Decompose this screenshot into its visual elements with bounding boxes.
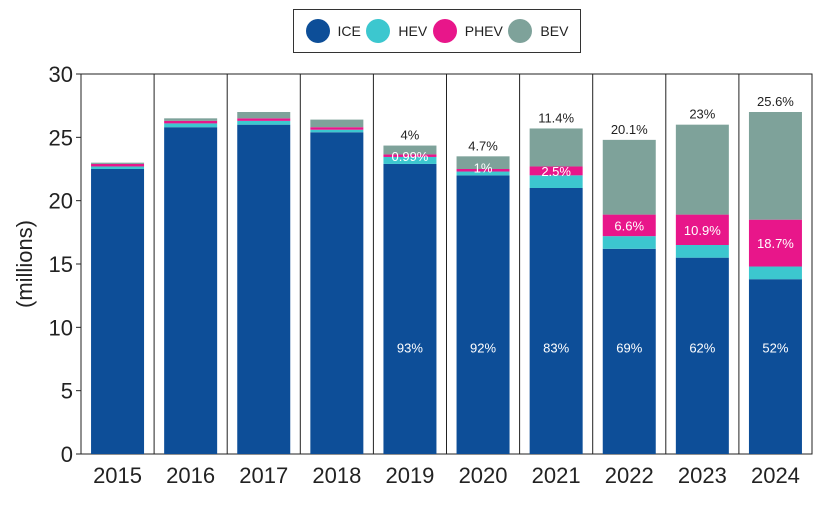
x-tick-label: 2020 — [459, 463, 508, 488]
bar-phev-2019 — [383, 154, 437, 157]
y-tick-label: 25 — [49, 125, 73, 150]
x-tick-label: 2019 — [385, 463, 434, 488]
data-label-ice: 93% — [397, 341, 423, 356]
legend-item-phev: PHEV — [432, 19, 503, 43]
plot-area: 0 5 10 15 20 25 30 (millions) 2015 2016 2017 2018 20… — [12, 62, 813, 488]
bar-ice-2018 — [310, 132, 364, 454]
bar-phev-2021 — [529, 166, 583, 176]
data-label-ice: 83% — [543, 341, 569, 356]
bar-ice-2023 — [675, 257, 729, 454]
y-tick-label: 5 — [61, 379, 73, 404]
bar-hev-2017 — [237, 120, 291, 125]
bar-bev-2021 — [529, 128, 583, 167]
legend-label-hev: HEV — [398, 23, 428, 39]
bar-bev-2016 — [164, 118, 218, 121]
data-label-hev: 1% — [474, 160, 493, 175]
data-label-ice: 69% — [616, 341, 642, 356]
bar-phev-2024 — [748, 219, 802, 267]
bar-phev-2023 — [675, 214, 729, 245]
data-label-ice: 62% — [689, 341, 715, 356]
data-label-ice: 92% — [470, 341, 496, 356]
data-label-ice: 52% — [762, 341, 788, 356]
legend-item-hev: HEV — [366, 19, 427, 43]
legend-swatch-hev — [366, 19, 391, 43]
data-label-bev: 4.7% — [468, 138, 498, 153]
bar-hev-2020 — [456, 171, 510, 176]
bar-hev-2024 — [748, 266, 802, 280]
bar-ice-2015 — [91, 169, 145, 454]
data-label-phev: 18.7% — [757, 236, 794, 251]
data-label-phev: 6.6% — [614, 218, 644, 233]
bar-hev-2021 — [529, 175, 583, 188]
bar-phev-2015 — [91, 163, 145, 167]
bar-hev-2018 — [310, 129, 364, 133]
bar-hev-2015 — [91, 166, 145, 169]
x-tick-label: 2024 — [751, 463, 800, 488]
legend-swatch-ice — [305, 19, 330, 43]
bar-hev-2016 — [164, 123, 218, 128]
chart-legend: ICE HEV PHEV BEV — [293, 9, 581, 53]
x-tick-label: 2018 — [312, 463, 361, 488]
bar-bev-2018 — [310, 119, 364, 128]
bar-bev-2019 — [383, 145, 437, 155]
legend-swatch-bev — [508, 19, 533, 43]
bar-phev-2016 — [164, 120, 218, 124]
data-label-bev: 4% — [401, 128, 420, 143]
x-tick-label: 2022 — [605, 463, 654, 488]
bar-hev-2023 — [675, 245, 729, 258]
x-tick-label: 2021 — [532, 463, 581, 488]
bar-phev-2020 — [456, 169, 510, 172]
bar-phev-2017 — [237, 118, 291, 121]
bar-bev-2017 — [237, 112, 291, 119]
data-label-bev: 25.6% — [757, 94, 794, 109]
bar-phev-2018 — [310, 127, 364, 130]
bar-bev-2015 — [91, 162, 145, 164]
bar-ice-2017 — [237, 124, 291, 455]
bar-ice-2019 — [383, 163, 437, 454]
legend-item-ice: ICE — [305, 19, 361, 43]
bar-bev-2024 — [748, 112, 802, 220]
data-label-bev: 11.4% — [538, 110, 574, 125]
y-tick-label: 0 — [61, 442, 73, 467]
data-label-bev: 23% — [689, 107, 715, 122]
data-label-bev: 20.1% — [611, 122, 648, 137]
bar-ice-2021 — [529, 188, 583, 454]
bar-ice-2022 — [602, 248, 656, 454]
bar-ice-2020 — [456, 175, 510, 455]
bar-bev-2022 — [602, 139, 656, 215]
bar-ice-2016 — [164, 127, 218, 454]
bar-phev-2022 — [602, 214, 656, 237]
x-tick-label: 2023 — [678, 463, 727, 488]
data-label-phev: 2.5% — [541, 164, 571, 179]
legend-label-phev: PHEV — [464, 23, 503, 39]
legend-label-bev: BEV — [540, 23, 569, 39]
legend-swatch-phev — [432, 19, 457, 43]
y-axis-title: (millions) — [12, 220, 37, 308]
data-label-phev: 10.9% — [684, 223, 721, 238]
x-tick-label: 2016 — [166, 463, 215, 488]
legend-item-bev: BEV — [508, 19, 568, 43]
x-tick-label: 2017 — [239, 463, 288, 488]
data-label-hev: 0.99% — [392, 149, 429, 164]
bar-bev-2020 — [456, 156, 510, 169]
y-tick-label: 15 — [49, 252, 73, 277]
bar-hev-2022 — [602, 236, 656, 249]
y-tick-label: 20 — [49, 189, 73, 214]
x-tick-label: 2015 — [93, 463, 142, 488]
bar-ice-2024 — [748, 279, 802, 454]
y-tick-label: 30 — [49, 62, 73, 87]
bar-bev-2023 — [675, 124, 729, 215]
bar-hev-2019 — [383, 156, 437, 164]
legend-label-ice: ICE — [337, 23, 361, 39]
y-tick-label: 10 — [49, 315, 73, 340]
